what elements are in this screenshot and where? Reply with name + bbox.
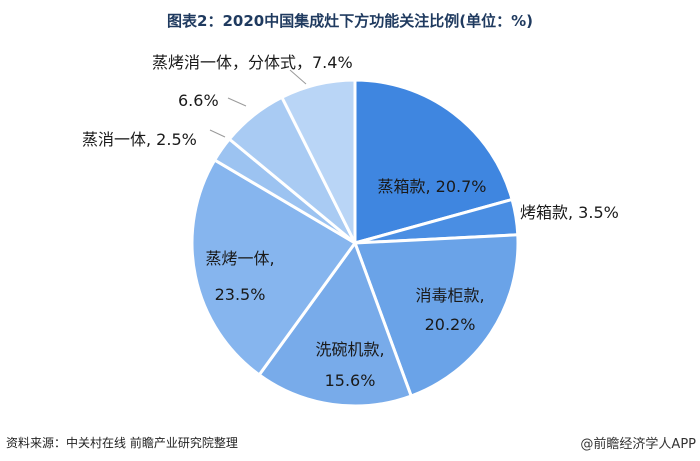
label-steam-bake-name: 蒸烤一体, [205, 249, 274, 268]
slice-steam-oven [353, 78, 514, 245]
pie-slices [190, 78, 520, 408]
slice-dishwasher [257, 239, 414, 408]
leader-split-type [289, 69, 307, 85]
label-disinfection-cabinet-value: 20.2% [425, 315, 476, 334]
label-dishwasher-value: 15.6% [325, 371, 376, 390]
source-note: 资料来源：中关村在线 前瞻产业研究院整理 [6, 436, 238, 450]
leader-lines [209, 69, 307, 138]
label-6-6: 6.6% [178, 91, 219, 110]
label-dishwasher-name: 洗碗机款, [315, 340, 384, 359]
leader-6-6 [227, 97, 247, 107]
label-steam-oven: 蒸箱款, 20.7% [377, 177, 486, 196]
slice-split-type [279, 78, 357, 244]
leader-steam-disinfect [209, 129, 226, 138]
label-oven: 烤箱款, 3.5% [520, 203, 619, 222]
label-steam-disinfect: 蒸消一体, 2.5% [82, 130, 197, 149]
slice-steam-bake [190, 157, 358, 377]
credit-text: @前瞻经济学人APP [580, 437, 696, 452]
slice-disinfection-cabinet [352, 233, 520, 398]
chart-title: 图表2：2020中国集成灶下方功能关注比例(单位：%) [167, 12, 533, 30]
label-steam-bake-value: 23.5% [215, 285, 266, 304]
label-disinfection-cabinet-name: 消毒柜款, [415, 286, 484, 305]
label-split-type: 蒸烤消一体，分体式，7.4% [152, 53, 353, 72]
